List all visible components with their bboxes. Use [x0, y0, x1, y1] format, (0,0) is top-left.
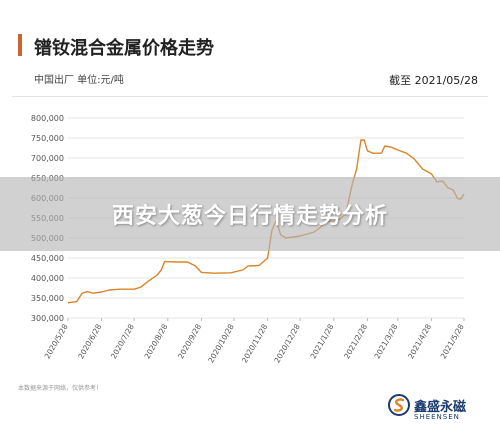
x-tick-label: 2020/11/28	[240, 322, 270, 364]
x-tick-label: 2021/5/28	[439, 322, 466, 360]
source-note: 本数据来源于网络，仅供参考！	[18, 385, 103, 392]
x-tick-label: 2021/1/28	[309, 322, 336, 360]
x-tick-label: 2020/7/28	[109, 322, 136, 360]
y-tick-label: 300,000	[31, 314, 64, 323]
overlay-banner	[0, 177, 500, 251]
brand-logo-icon	[388, 394, 410, 416]
overlay-banner-text: 西安大葱今日行情走势分析	[111, 204, 388, 229]
y-tick-label: 450,000	[31, 254, 64, 263]
x-tick-label: 2020/5/28	[43, 322, 70, 360]
x-tick-label: 2021/4/28	[406, 322, 433, 360]
title-accent-bar	[18, 34, 22, 56]
y-tick-label: 350,000	[31, 294, 64, 303]
y-tick-label: 400,000	[31, 274, 64, 283]
price-line-chart: 300,000350,000400,000450,000500,000550,0…	[31, 114, 466, 364]
brand-name: 鑫盛永磁	[414, 400, 467, 415]
y-tick-label: 750,000	[31, 134, 64, 143]
chart-title: 镨钕混合金属价格走势	[34, 38, 214, 59]
x-tick-label: 2020/10/28	[206, 322, 236, 364]
brand-name-en: SHEENSEN	[414, 413, 460, 421]
y-tick-label: 700,000	[31, 154, 64, 163]
x-tick-label: 2021/3/28	[373, 322, 400, 360]
x-tick-label: 2021/2/28	[342, 322, 369, 360]
as-of-date: 截至 2021/05/28	[389, 74, 478, 87]
y-tick-label: 800,000	[31, 114, 64, 123]
x-tick-label: 2020/8/28	[143, 322, 170, 360]
x-tick-label: 2020/9/28	[176, 322, 203, 360]
header-divider	[12, 96, 488, 97]
x-tick-label: 2020/6/28	[76, 322, 103, 360]
x-tick-label: 2020/12/28	[272, 322, 302, 364]
chart-subtitle: 中国出厂 单位:元/吨	[34, 75, 124, 86]
